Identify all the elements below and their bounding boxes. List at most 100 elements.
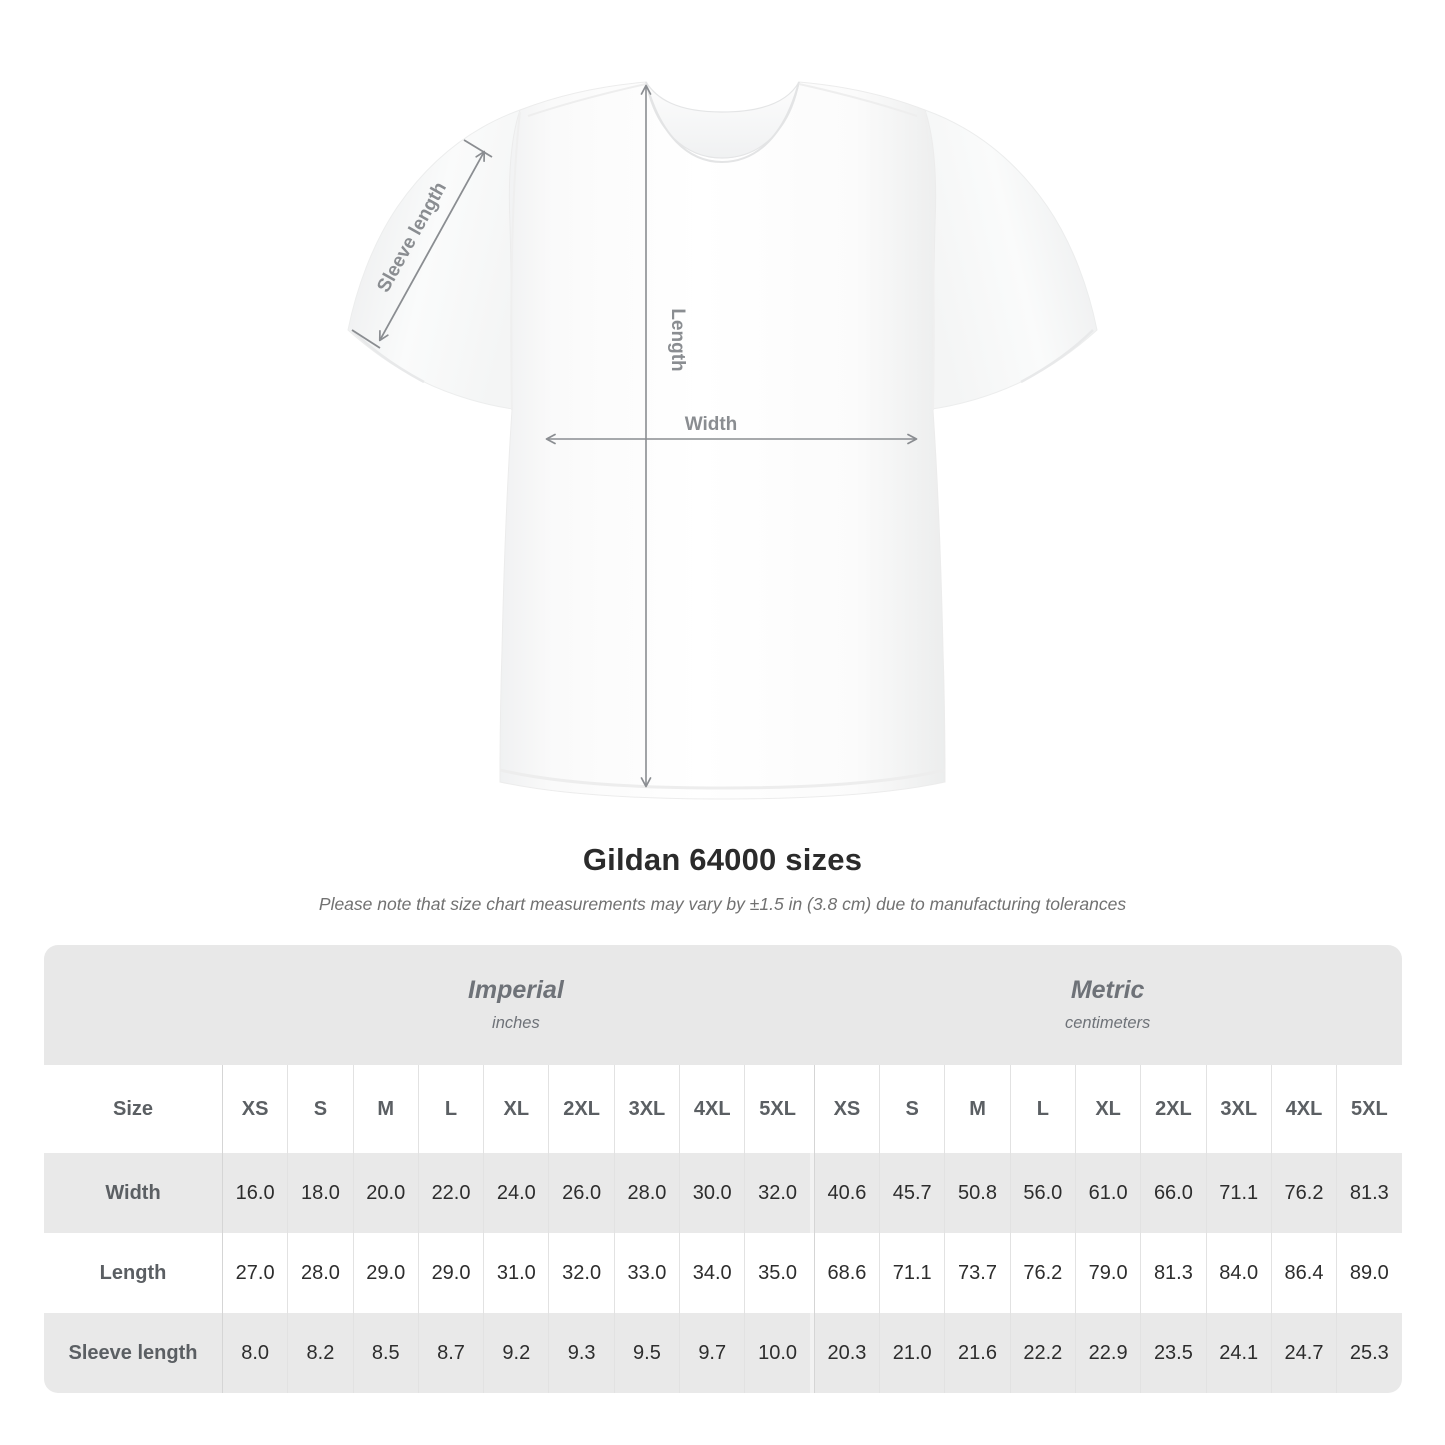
cell-sleeve-length-imperial-xl: 9.2 bbox=[483, 1313, 549, 1393]
size-header-imperial-xl: XL bbox=[483, 1065, 549, 1153]
cell-length-imperial-s: 28.0 bbox=[287, 1233, 353, 1313]
left-shoulder-seam bbox=[527, 83, 647, 117]
system-header-metric: Metric centimeters bbox=[813, 945, 1402, 1065]
cell-sleeve-length-metric-xs: 20.3 bbox=[813, 1313, 880, 1393]
left-armhole-seam bbox=[510, 111, 521, 411]
table-row: Width 16.0 18.0 20.0 22.0 24.0 26.0 28.0 30.0 32.… bbox=[44, 1153, 1402, 1233]
cell-length-metric-xs: 68.6 bbox=[813, 1233, 880, 1313]
column-group-divider bbox=[809, 1065, 814, 1153]
size-header-imperial-5xl: 5XL bbox=[744, 1065, 810, 1153]
table-row: Sleeve length 8.0 8.2 8.5 8.7 9.2 9.3 9.5 9.7 10.… bbox=[44, 1313, 1402, 1393]
right-sleeve-hem bbox=[1020, 329, 1094, 384]
column-group-divider bbox=[809, 1153, 814, 1233]
cell-length-metric-2xl: 81.3 bbox=[1140, 1233, 1206, 1313]
page-title: Gildan 64000 sizes bbox=[582, 842, 863, 877]
cell-sleeve-length-imperial-3xl: 9.5 bbox=[613, 1313, 680, 1393]
sleeve-length-tick-top bbox=[463, 139, 493, 158]
column-group-divider bbox=[809, 1313, 814, 1393]
right-shoulder-seam bbox=[798, 83, 918, 117]
cell-length-metric-m: 73.7 bbox=[944, 1233, 1010, 1313]
size-header-imperial-m: M bbox=[352, 1065, 418, 1153]
cell-sleeve-length-metric-4xl: 24.7 bbox=[1270, 1313, 1337, 1393]
cell-width-metric-xl: 61.0 bbox=[1074, 1153, 1141, 1233]
cell-length-imperial-4xl: 34.0 bbox=[679, 1233, 745, 1313]
cell-length-imperial-xl: 31.0 bbox=[483, 1233, 549, 1313]
size-header-metric-m: M bbox=[944, 1065, 1010, 1153]
cell-sleeve-length-metric-l: 22.2 bbox=[1009, 1313, 1075, 1393]
cell-width-metric-3xl: 71.1 bbox=[1205, 1153, 1271, 1233]
size-header-metric-xs: XS bbox=[813, 1065, 880, 1153]
system-unit: centimeters bbox=[1065, 1014, 1151, 1032]
cell-width-imperial-5xl: 32.0 bbox=[744, 1153, 810, 1233]
cell-length-imperial-m: 29.0 bbox=[352, 1233, 418, 1313]
size-header-imperial-4xl: 4XL bbox=[679, 1065, 745, 1153]
unit-system-header-row: Imperial inches Metric centimeters bbox=[44, 945, 1402, 1065]
cell-sleeve-length-metric-s: 21.0 bbox=[879, 1313, 945, 1393]
cell-sleeve-length-metric-5xl: 25.3 bbox=[1336, 1313, 1402, 1393]
cell-sleeve-length-imperial-xs: 8.0 bbox=[222, 1313, 288, 1393]
cell-length-metric-4xl: 86.4 bbox=[1270, 1233, 1337, 1313]
size-header-metric-2xl: 2XL bbox=[1140, 1065, 1206, 1153]
size-header-imperial-2xl: 2XL bbox=[548, 1065, 614, 1153]
cell-length-imperial-2xl: 32.0 bbox=[548, 1233, 614, 1313]
cell-length-metric-l: 76.2 bbox=[1009, 1233, 1075, 1313]
cell-width-metric-l: 56.0 bbox=[1009, 1153, 1075, 1233]
left-sleeve bbox=[347, 109, 531, 411]
cell-sleeve-length-metric-m: 21.6 bbox=[944, 1313, 1010, 1393]
size-header-row: Size XS S M L XL 2XL 3XL 4XL 5XL XS S M L XL 2XL 3XL 4XL 5… bbox=[44, 1065, 1402, 1153]
system-name: Imperial bbox=[467, 976, 564, 1004]
measurement-label-length: Length bbox=[44, 1233, 222, 1313]
cell-width-metric-s: 45.7 bbox=[879, 1153, 945, 1233]
system-header-spacer bbox=[44, 945, 222, 1065]
size-header-metric-s: S bbox=[879, 1065, 945, 1153]
cell-length-imperial-3xl: 33.0 bbox=[613, 1233, 680, 1313]
cell-width-metric-m: 50.8 bbox=[944, 1153, 1010, 1233]
cell-width-imperial-3xl: 28.0 bbox=[613, 1153, 680, 1233]
cell-width-metric-2xl: 66.0 bbox=[1140, 1153, 1206, 1233]
cell-length-metric-s: 71.1 bbox=[879, 1233, 945, 1313]
cell-width-imperial-m: 20.0 bbox=[352, 1153, 418, 1233]
collar-seam bbox=[645, 81, 800, 164]
size-chart-table-container: Imperial inches Metric centimeters Size XS S M L… bbox=[44, 945, 1402, 1393]
cell-sleeve-length-imperial-s: 8.2 bbox=[287, 1313, 353, 1393]
cell-width-imperial-s: 18.0 bbox=[287, 1153, 353, 1233]
size-header-metric-3xl: 3XL bbox=[1205, 1065, 1271, 1153]
tshirt-illustration: Sleeve length Length Width bbox=[347, 81, 1098, 800]
sleeve-length-arrow bbox=[378, 150, 486, 342]
tshirt-diagram: Sleeve length Length Width bbox=[347, 81, 1098, 800]
title-block: Gildan 64000 sizes Please note that size… bbox=[0, 840, 1445, 915]
cell-width-metric-4xl: 76.2 bbox=[1270, 1153, 1337, 1233]
measurement-label-sleeve-length: Sleeve length bbox=[44, 1313, 222, 1393]
right-sleeve bbox=[914, 109, 1098, 411]
measurement-label-width: Width bbox=[44, 1153, 222, 1233]
cell-sleeve-length-imperial-l: 8.7 bbox=[417, 1313, 484, 1393]
bottom-hem bbox=[499, 768, 946, 790]
cell-width-imperial-4xl: 30.0 bbox=[679, 1153, 745, 1233]
cell-length-imperial-5xl: 35.0 bbox=[744, 1233, 810, 1313]
size-header-metric-5xl: 5XL bbox=[1336, 1065, 1402, 1153]
left-sleeve-hem bbox=[351, 329, 425, 384]
size-header-imperial-l: L bbox=[417, 1065, 484, 1153]
size-header-metric-l: L bbox=[1009, 1065, 1075, 1153]
tshirt-shape bbox=[347, 81, 1098, 800]
size-corner-label: Size bbox=[44, 1065, 222, 1153]
width-dimension: Width bbox=[545, 414, 918, 445]
tolerance-note: Please note that size chart measurements… bbox=[318, 894, 1127, 914]
cell-width-metric-xs: 40.6 bbox=[813, 1153, 880, 1233]
cell-width-metric-5xl: 81.3 bbox=[1336, 1153, 1402, 1233]
sleeve-length-tick-bottom bbox=[351, 329, 381, 349]
size-header-imperial-s: S bbox=[287, 1065, 353, 1153]
cell-sleeve-length-imperial-5xl: 10.0 bbox=[744, 1313, 810, 1393]
cell-length-imperial-l: 29.0 bbox=[417, 1233, 484, 1313]
column-group-divider bbox=[809, 1233, 814, 1313]
cell-width-imperial-l: 22.0 bbox=[417, 1153, 484, 1233]
cell-sleeve-length-metric-xl: 22.9 bbox=[1074, 1313, 1141, 1393]
cell-length-metric-xl: 79.0 bbox=[1074, 1233, 1141, 1313]
cell-length-metric-5xl: 89.0 bbox=[1336, 1233, 1402, 1313]
right-armhole-seam bbox=[924, 111, 935, 411]
system-header-divider bbox=[809, 945, 814, 1065]
size-header-imperial-3xl: 3XL bbox=[613, 1065, 680, 1153]
width-label: Width bbox=[685, 414, 738, 435]
shirt-body bbox=[499, 81, 946, 800]
system-name: Metric bbox=[1070, 976, 1145, 1004]
